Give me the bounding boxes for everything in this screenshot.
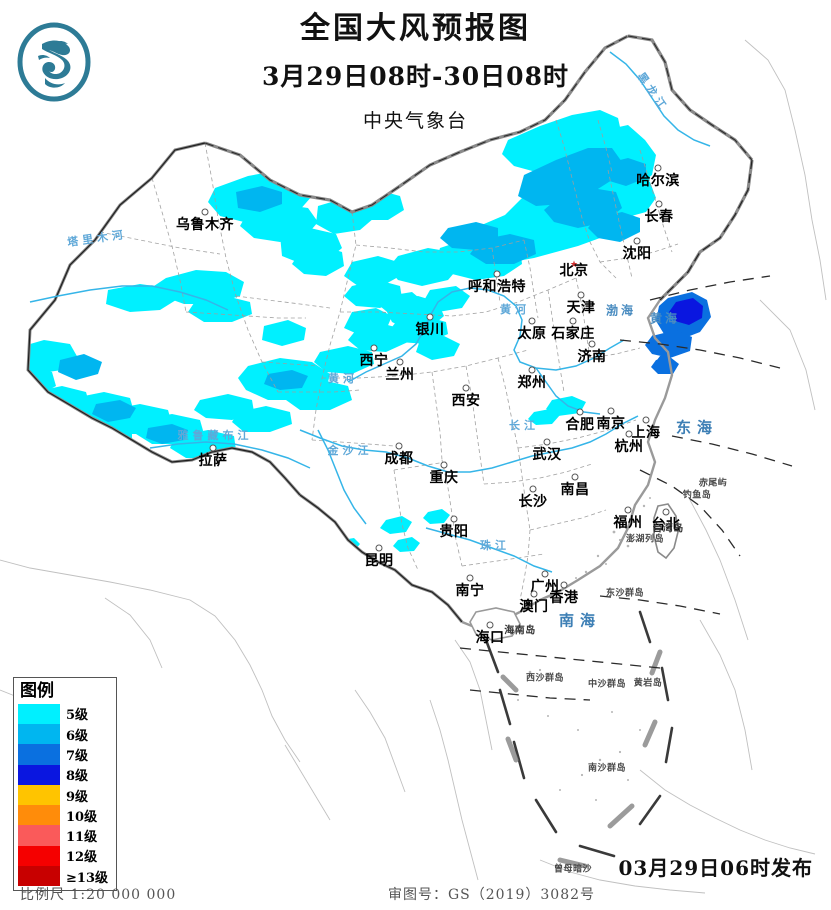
legend-label: 10级 xyxy=(66,809,98,825)
city-marker xyxy=(543,438,551,446)
legend-swatch xyxy=(18,845,60,867)
city-marker xyxy=(426,313,434,321)
legend-label: 12级 xyxy=(66,850,98,866)
city-marker xyxy=(530,590,538,598)
city-marker xyxy=(625,430,633,438)
issue-time: 03月29日06时发布 xyxy=(618,856,813,880)
legend-box: 图例 5级 6级 7级 8级 9级 10级 11级 12级 ≥13级 xyxy=(13,677,117,892)
legend-row: ≥13级 xyxy=(18,866,112,887)
city-marker xyxy=(528,366,536,374)
city-marker xyxy=(375,544,383,552)
city-marker xyxy=(577,291,585,299)
legend-label: 9级 xyxy=(66,789,89,805)
city-marker xyxy=(493,270,501,278)
legend-swatch xyxy=(18,825,60,846)
legend-rows: 5级 6级 7级 8级 9级 10级 11级 12级 ≥13级 xyxy=(18,703,112,887)
city-marker xyxy=(450,515,458,523)
city-marker xyxy=(571,473,579,481)
legend-row: 10级 xyxy=(18,805,112,826)
city-marker xyxy=(209,444,217,452)
city-marker xyxy=(201,208,209,216)
city-marker xyxy=(588,340,596,348)
city-marker xyxy=(560,581,568,589)
legend-label: 11级 xyxy=(66,830,98,846)
city-marker xyxy=(662,508,670,516)
city-marker xyxy=(466,574,474,582)
city-marker xyxy=(529,485,537,493)
legend-row: 8级 xyxy=(18,764,112,785)
legend-swatch xyxy=(18,764,60,785)
city-marker xyxy=(607,407,615,415)
legend-swatch xyxy=(18,703,60,724)
legend-label: 7级 xyxy=(66,748,89,764)
legend-row: 6级 xyxy=(18,723,112,745)
city-marker xyxy=(655,200,663,208)
city-marker xyxy=(440,461,448,469)
cma-dragon-logo xyxy=(17,22,91,102)
city-marker xyxy=(569,317,577,325)
legend-swatch xyxy=(18,723,60,745)
legend-swatch xyxy=(18,784,60,806)
review-number: 审图号：GS（2019）3082号 xyxy=(388,887,596,903)
legend-row: 11级 xyxy=(18,825,112,846)
legend-row: 12级 xyxy=(18,845,112,867)
city-marker xyxy=(541,570,549,578)
legend-label: 8级 xyxy=(66,769,89,785)
scale-text: 比例尺 1:20 000 000 xyxy=(20,887,177,903)
legend-swatch xyxy=(18,866,60,887)
city-marker xyxy=(576,408,584,416)
city-marker xyxy=(528,317,536,325)
city-marker xyxy=(624,506,632,514)
city-marker xyxy=(633,237,641,245)
capital-marker xyxy=(570,255,578,268)
city-marker xyxy=(396,358,404,366)
city-marker xyxy=(370,344,378,352)
city-marker xyxy=(395,442,403,450)
city-marker xyxy=(462,384,470,392)
legend-label: ≥13级 xyxy=(66,870,108,886)
legend-label: 6级 xyxy=(66,728,89,744)
city-marker xyxy=(642,416,650,424)
city-marker xyxy=(486,621,494,629)
legend-title: 图例 xyxy=(20,681,54,701)
legend-swatch xyxy=(18,805,60,826)
legend-row: 5级 xyxy=(18,703,112,724)
legend-swatch xyxy=(18,744,60,765)
city-marker xyxy=(654,164,662,172)
legend-row: 9级 xyxy=(18,784,112,806)
legend-label: 5级 xyxy=(66,708,89,724)
legend-row: 7级 xyxy=(18,744,112,765)
